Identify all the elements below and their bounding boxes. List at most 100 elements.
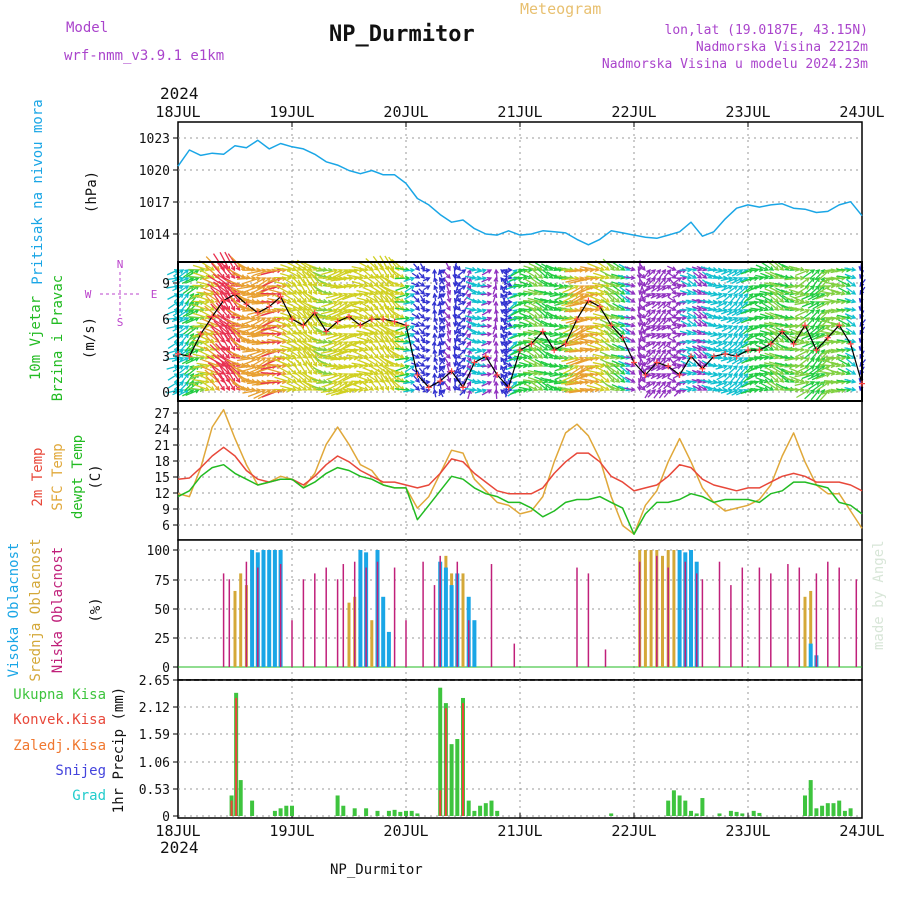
wind-arrow [656, 373, 666, 380]
wind-arrow [523, 371, 538, 375]
wind-arrow [524, 383, 538, 391]
wind-arrow [720, 389, 733, 394]
wind-arrow-head [446, 297, 452, 304]
wind-arrow [363, 372, 379, 383]
wind-arrow [672, 365, 681, 370]
wind-arrow [260, 332, 281, 335]
wind-arrow [836, 379, 851, 383]
wind-arrow [646, 357, 656, 365]
wind-arrow-head [815, 325, 821, 330]
wind-arrow [645, 325, 656, 331]
wind-arrow-head [409, 365, 416, 370]
wind-arrow [710, 348, 722, 351]
wind-arrow [331, 269, 348, 279]
wind-arrow [624, 306, 635, 311]
wind-arrow [604, 282, 620, 287]
wind-arrow-head [830, 371, 836, 376]
wind-speed-marker [699, 365, 706, 372]
wind-arrow [188, 381, 204, 385]
wind-arrow [503, 348, 512, 351]
wind-arrow [310, 353, 323, 367]
wind-arrow-head [638, 289, 644, 296]
wind-arrow [519, 280, 533, 287]
wind-arrow [750, 267, 763, 271]
wind-arrow-head [507, 330, 513, 336]
wind-arrow [296, 379, 312, 391]
wind-arrow [836, 353, 851, 359]
wind-arrow [557, 316, 574, 319]
wind-arrow-head [425, 332, 431, 338]
wind-arrow-head [641, 329, 647, 336]
wind-arrow-head [579, 356, 585, 362]
wind-arrow-head [503, 372, 508, 379]
wind-arrow [691, 379, 702, 383]
wind-arrow-head [415, 362, 421, 368]
wind-arrow-head [440, 316, 446, 323]
low-cloud-bar [667, 567, 669, 667]
wind-arrow [611, 273, 625, 279]
wind-arrow-head [810, 316, 816, 323]
wind-arrow [639, 316, 642, 327]
wind-arrow [776, 366, 789, 375]
wind-speed-marker [277, 293, 284, 300]
wind-arrow [667, 265, 676, 271]
wind-arrow [212, 373, 225, 391]
wind-arrow [454, 293, 459, 303]
wind-arrow [464, 365, 471, 374]
wind-arrow-head [184, 292, 190, 299]
y-tick-label: 27 [154, 407, 170, 422]
wind-arrow [337, 333, 353, 343]
wind-arrow-head [433, 316, 438, 323]
wind-arrow-head [461, 285, 467, 290]
mid-cloud-bar [461, 573, 465, 667]
wind-arrow [645, 341, 656, 348]
wind-arrow [638, 303, 646, 311]
wind-arrow [242, 349, 261, 353]
wind-arrow [647, 277, 656, 286]
wind-arrow-head [461, 365, 467, 370]
wind-arrow [523, 343, 538, 351]
wind-arrow [726, 389, 738, 396]
wind-arrow [411, 272, 420, 279]
wind-arrow [836, 275, 851, 279]
wind-arrow [528, 262, 543, 271]
wind-arrow [177, 389, 189, 397]
wind-arrow-head [456, 321, 462, 328]
wind-arrow-head [492, 332, 498, 339]
wind-arrow-head [493, 348, 499, 354]
wind-arrow-head [389, 282, 395, 287]
wind-arrow-head [235, 297, 241, 304]
wind-arrow [837, 367, 851, 375]
wind-arrow [466, 309, 472, 319]
wind-arrow [769, 287, 784, 295]
wind-arrow-head [651, 389, 657, 395]
wind-arrow-head [722, 308, 729, 313]
wind-arrow-head [235, 265, 241, 272]
wind-arrow-head [286, 378, 293, 384]
wind-arrow-head [548, 274, 554, 279]
wind-arrow [303, 305, 317, 319]
wind-arrow [507, 309, 517, 318]
wind-arrow [248, 365, 266, 374]
wind-arrow [292, 300, 307, 311]
wind-arrow [845, 352, 856, 359]
total-precip-bar [483, 803, 488, 816]
wind-arrow-head [432, 332, 438, 338]
wind-arrow-head [527, 282, 534, 288]
wind-arrow [536, 380, 548, 391]
wind-arrow [183, 325, 194, 335]
wind-arrow [685, 346, 697, 351]
wind-arrow-head [261, 348, 267, 354]
wind-arrow-head [845, 370, 852, 375]
wind-arrow [562, 333, 579, 342]
wind-arrow [715, 309, 728, 313]
wind-arrow [518, 292, 533, 295]
wind-arrow [658, 389, 666, 399]
wind-arrow-head [322, 370, 329, 375]
wind-arrow-head [533, 274, 539, 279]
wind-arrow-head [543, 386, 549, 391]
wind-arrow [446, 285, 451, 295]
wind-arrow [637, 311, 646, 319]
wind-arrow-head [199, 292, 205, 298]
wind-arrow [495, 269, 498, 279]
